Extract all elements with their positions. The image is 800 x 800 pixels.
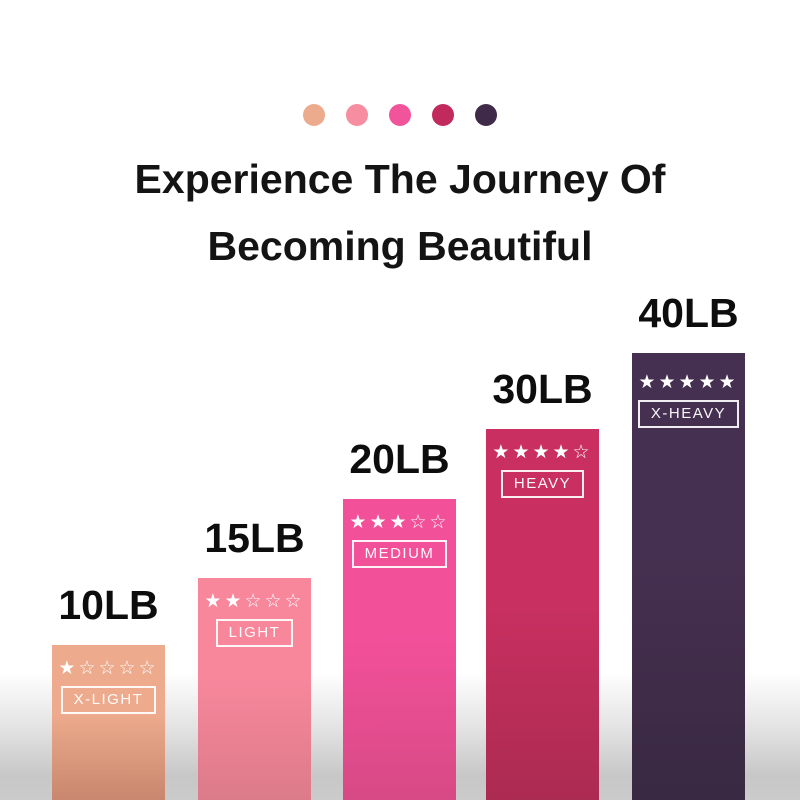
bar-group-30lb: 30LB ★★★★☆ HEAVY	[486, 366, 599, 800]
resistance-level-tag: MEDIUM	[351, 540, 448, 568]
palette-dot-medium	[389, 104, 411, 126]
bar-value-label: 20LB	[349, 436, 450, 482]
bar-group-20lb: 20LB ★★★☆☆ MEDIUM	[343, 436, 456, 800]
resistance-level-tag: LIGHT	[215, 619, 294, 647]
bar-group-40lb: 40LB ★★★★★ X-HEAVY	[632, 290, 745, 800]
star-rating: ★★★★☆	[492, 441, 593, 463]
star-rating: ★★★★★	[638, 371, 739, 393]
star-rating: ★★☆☆☆	[204, 590, 305, 612]
palette-dot-x-heavy	[475, 104, 497, 126]
bar-light: ★★☆☆☆ LIGHT	[198, 578, 311, 800]
page-title-line-1: Experience The Journey Of	[134, 156, 666, 202]
bar-x-heavy: ★★★★★ X-HEAVY	[632, 353, 745, 800]
resistance-level-tag: X-LIGHT	[60, 686, 157, 714]
resistance-level-tag: HEAVY	[500, 470, 585, 498]
palette-dot-light	[346, 104, 368, 126]
resistance-level-tag: X-HEAVY	[637, 400, 740, 428]
palette-dot-heavy	[432, 104, 454, 126]
page-title: Experience The Journey Of Becoming Beaut…	[0, 146, 800, 280]
bar-value-label: 40LB	[638, 290, 739, 336]
bar-group-10lb: 10LB ★☆☆☆☆ X-LIGHT	[52, 582, 165, 800]
bar-value-label: 15LB	[204, 515, 305, 561]
bar-x-light: ★☆☆☆☆ X-LIGHT	[52, 645, 165, 800]
bar-medium: ★★★☆☆ MEDIUM	[343, 499, 456, 800]
page-title-line-2: Becoming Beautiful	[207, 223, 593, 269]
color-palette-dots	[0, 104, 800, 126]
star-rating: ★★★☆☆	[349, 511, 450, 533]
bar-value-label: 30LB	[492, 366, 593, 412]
star-rating: ★☆☆☆☆	[58, 657, 159, 679]
bar-heavy: ★★★★☆ HEAVY	[486, 429, 599, 800]
palette-dot-x-light	[303, 104, 325, 126]
bar-value-label: 10LB	[58, 582, 159, 628]
bar-group-15lb: 15LB ★★☆☆☆ LIGHT	[198, 515, 311, 800]
